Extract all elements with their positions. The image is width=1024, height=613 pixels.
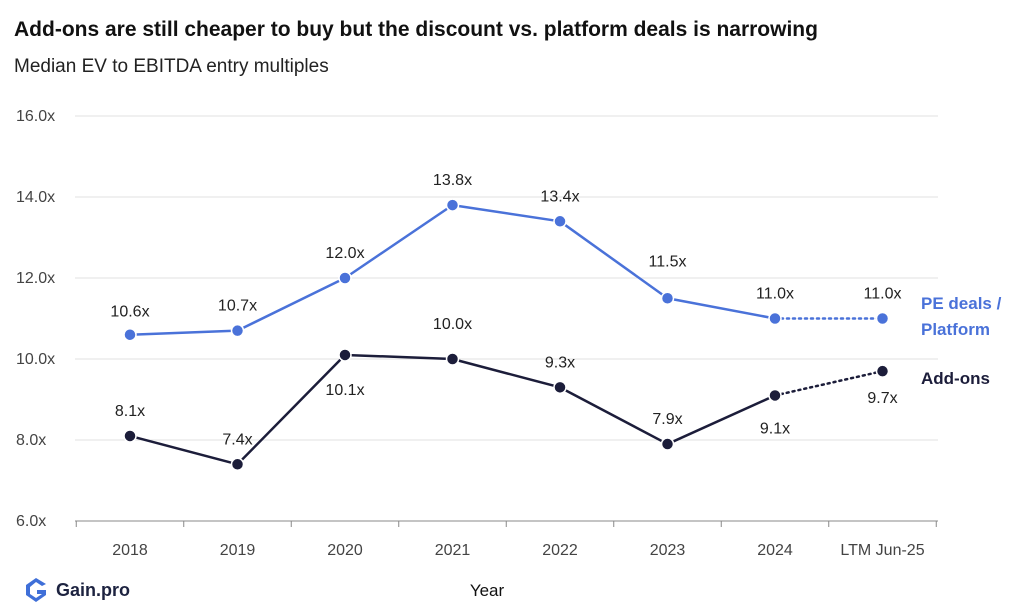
data-label: 11.0x <box>864 286 902 303</box>
data-point <box>553 380 567 395</box>
data-label: 13.8x <box>433 172 472 189</box>
data-point <box>445 198 460 212</box>
x-tick-label: 2022 <box>542 542 578 559</box>
data-point <box>338 271 352 285</box>
data-label: 9.3x <box>545 354 575 371</box>
series-label: Add-ons <box>921 369 990 388</box>
x-tick-label: 2020 <box>327 542 363 559</box>
y-tick-label: 10.0x <box>16 351 55 368</box>
data-label: 10.0x <box>433 316 472 333</box>
data-point <box>875 364 890 378</box>
data-label: 7.9x <box>652 411 682 428</box>
data-point <box>338 348 352 362</box>
data-point <box>445 352 460 366</box>
chart-subtitle: Median EV to EBITDA entry multiples <box>14 56 329 77</box>
logo-text: Gain.pro <box>56 579 131 600</box>
x-tick-label: 2021 <box>435 542 471 559</box>
data-label: 11.0x <box>756 286 794 303</box>
data-label: 9.1x <box>760 420 790 437</box>
data-point <box>123 429 137 443</box>
y-tick-label: 8.0x <box>16 432 46 449</box>
data-label: 11.5x <box>649 253 687 270</box>
data-point <box>230 457 245 472</box>
data-point <box>768 388 782 403</box>
data-label: 7.4x <box>222 431 252 448</box>
series-label: PE deals / <box>921 294 1002 313</box>
data-label: 8.1x <box>115 403 145 420</box>
data-label: 13.4x <box>540 188 579 205</box>
series-line-projection <box>773 369 884 397</box>
data-label: 10.1x <box>325 382 364 399</box>
y-tick-label: 16.0x <box>16 108 55 125</box>
data-label: 10.7x <box>218 298 257 315</box>
x-tick-label: LTM Jun-25 <box>840 542 924 559</box>
gain-pro-logo: Gain.pro <box>22 576 130 604</box>
x-tick-label: 2018 <box>112 542 148 559</box>
data-label: 12.0x <box>325 245 364 262</box>
data-point <box>660 291 675 305</box>
gain-logo-icon <box>26 578 46 602</box>
data-point <box>230 323 245 338</box>
data-point <box>123 327 137 342</box>
y-tick-label: 6.0x <box>16 513 46 530</box>
data-point <box>875 311 890 326</box>
y-tick-label: 12.0x <box>16 270 55 287</box>
data-point <box>660 437 675 451</box>
x-tick-label: 2024 <box>757 542 793 559</box>
series-label: Platform <box>921 320 990 339</box>
data-point <box>553 214 567 229</box>
y-tick-label: 14.0x <box>16 189 55 206</box>
data-point <box>768 311 782 326</box>
x-axis-title: Year <box>470 581 505 600</box>
data-label: 9.7x <box>867 390 897 407</box>
data-label: 10.6x <box>110 304 149 321</box>
chart-title: Add-ons are still cheaper to buy but the… <box>14 18 818 41</box>
x-tick-label: 2023 <box>650 542 686 559</box>
x-tick-label: 2019 <box>220 542 256 559</box>
